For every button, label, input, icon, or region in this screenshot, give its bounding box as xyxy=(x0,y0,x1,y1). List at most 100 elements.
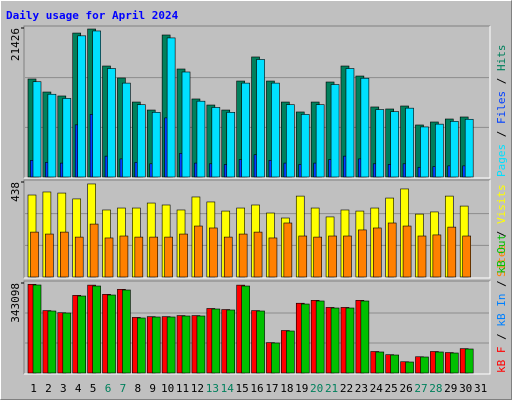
bar xyxy=(390,111,399,178)
bar xyxy=(77,295,87,374)
bar xyxy=(330,307,340,374)
bar xyxy=(435,351,444,374)
y-tick-label: 438 xyxy=(9,182,22,202)
bar xyxy=(226,112,236,178)
x-tick-label: 2 xyxy=(45,382,52,395)
bar xyxy=(196,315,206,374)
x-tick-label: 11 xyxy=(176,382,189,395)
bar xyxy=(417,235,427,278)
plot-bevel-dark xyxy=(23,179,490,278)
bar xyxy=(345,307,355,374)
x-tick-label: 6 xyxy=(105,382,112,395)
bar xyxy=(181,71,191,178)
bar xyxy=(313,236,322,278)
x-tick-label: 27 xyxy=(414,382,427,395)
legend-entry: Pages xyxy=(495,144,508,177)
bar xyxy=(360,77,370,178)
x-tick-label: 29 xyxy=(444,382,457,395)
bar xyxy=(149,236,159,278)
bar xyxy=(47,310,57,374)
bar xyxy=(286,330,295,374)
bar xyxy=(119,235,129,278)
plot-bevel-light xyxy=(24,180,491,279)
bar xyxy=(358,229,367,278)
x-tick-label: 3 xyxy=(60,382,67,395)
bar xyxy=(134,236,144,278)
bar xyxy=(462,235,471,278)
bar xyxy=(372,227,382,278)
bar xyxy=(345,68,355,178)
bar xyxy=(74,236,84,278)
bar xyxy=(137,317,146,374)
legend-entry: Visits xyxy=(495,184,508,224)
x-tick-label: 25 xyxy=(385,382,398,395)
bar xyxy=(286,104,295,178)
legend-entry: kB F xyxy=(495,347,508,374)
x-tick-label: 7 xyxy=(120,382,127,395)
bar xyxy=(447,226,457,278)
x-tick-label: 10 xyxy=(161,382,174,395)
x-tick-label: 9 xyxy=(149,382,156,395)
bar xyxy=(30,231,39,278)
bar xyxy=(405,361,414,374)
bar xyxy=(241,82,250,178)
bar xyxy=(194,225,203,278)
bar xyxy=(402,225,412,278)
bar xyxy=(375,109,385,178)
x-tick-label: 26 xyxy=(399,382,412,395)
bar xyxy=(271,342,280,374)
x-tick-label: 4 xyxy=(75,382,82,395)
x-tick-label: 30 xyxy=(459,382,472,395)
bar xyxy=(253,231,263,278)
bar xyxy=(449,121,459,178)
bar xyxy=(209,227,218,278)
legend: kB F / kB In / kB Out xyxy=(495,234,508,373)
bar xyxy=(107,68,116,178)
legend-separator: / xyxy=(495,124,508,144)
bar xyxy=(166,316,176,374)
bar xyxy=(330,84,340,178)
bar xyxy=(256,310,265,374)
bar xyxy=(390,354,399,374)
bar xyxy=(92,285,101,374)
legend-separator: / xyxy=(495,224,508,244)
bar xyxy=(283,222,293,278)
x-tick-label: 24 xyxy=(370,382,384,395)
bar xyxy=(343,235,352,278)
bar xyxy=(62,98,72,178)
bar xyxy=(104,237,114,278)
x-tick-label: 12 xyxy=(191,382,204,395)
bar xyxy=(268,237,278,278)
legend-entry: kB Out xyxy=(495,234,508,274)
plot-bevel-light xyxy=(24,281,491,375)
bar xyxy=(166,37,176,178)
bar xyxy=(32,81,42,178)
bar xyxy=(211,308,221,374)
bar xyxy=(92,30,101,178)
legend: Sites / Visits xyxy=(495,184,508,277)
bar xyxy=(151,316,161,374)
legend-entry: Sites xyxy=(495,244,508,277)
bar xyxy=(179,233,188,278)
bar xyxy=(464,348,474,374)
bar xyxy=(45,233,54,278)
y-tick-label: 21426 xyxy=(9,28,22,61)
bar xyxy=(32,284,42,374)
x-tick-label: 5 xyxy=(90,382,97,395)
x-tick-label: 17 xyxy=(265,382,278,395)
bar xyxy=(271,82,280,178)
y-tick-label: 343098 xyxy=(9,283,22,323)
bar xyxy=(241,285,250,374)
x-tick-label: 19 xyxy=(295,382,308,395)
legend-separator: / xyxy=(495,274,508,294)
x-tick-label: 20 xyxy=(310,382,323,395)
x-tick-label: 15 xyxy=(236,382,249,395)
bar xyxy=(420,356,429,374)
bar xyxy=(62,312,72,374)
x-tick-label: 22 xyxy=(340,382,353,395)
legend-entry: Files xyxy=(495,91,508,124)
plot-bevel-dark xyxy=(23,280,490,374)
bar xyxy=(449,352,459,374)
bar xyxy=(226,309,236,374)
bar xyxy=(328,235,337,278)
